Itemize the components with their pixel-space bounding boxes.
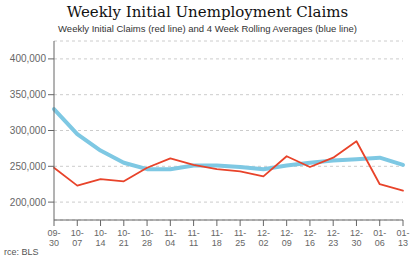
svg-text:10-28: 10-28 — [141, 228, 154, 246]
svg-text:11-25: 11-25 — [234, 228, 246, 246]
svg-text:250,000: 250,000 — [10, 161, 47, 172]
svg-text:350,000: 350,000 — [10, 89, 47, 100]
svg-text:300,000: 300,000 — [10, 125, 47, 136]
svg-text:12-09: 12-09 — [280, 228, 293, 246]
svg-text:10-21: 10-21 — [117, 228, 130, 246]
svg-text:12-23: 12-23 — [327, 228, 340, 246]
html-text:rce: BLS: rce: BLS — [4, 247, 39, 257]
svg-text:10-07: 10-07 — [71, 228, 84, 246]
svg-text:11-18: 11-18 — [211, 228, 223, 246]
svg-text:10-14: 10-14 — [94, 228, 107, 246]
html-text:Weekly Initial Claims (red lin: Weekly Initial Claims (red line) and 4 W… — [58, 23, 357, 34]
svg-text:11-11: 11-11 — [187, 228, 199, 246]
svg-text:09-30: 09-30 — [47, 228, 60, 246]
svg-text:12-30: 12-30 — [350, 228, 363, 246]
svg-text:01-06: 01-06 — [373, 228, 386, 246]
svg-text:12-16: 12-16 — [303, 228, 316, 246]
svg-text:12-02: 12-02 — [257, 228, 270, 246]
svg-text:400,000: 400,000 — [10, 53, 47, 64]
svg-text:200,000: 200,000 — [10, 197, 47, 208]
svg-text:11-04: 11-04 — [164, 228, 176, 246]
html-text:Weekly Initial Unemployment Cl: Weekly Initial Unemployment Claims — [66, 3, 349, 21]
svg-text:01-13: 01-13 — [396, 228, 407, 246]
